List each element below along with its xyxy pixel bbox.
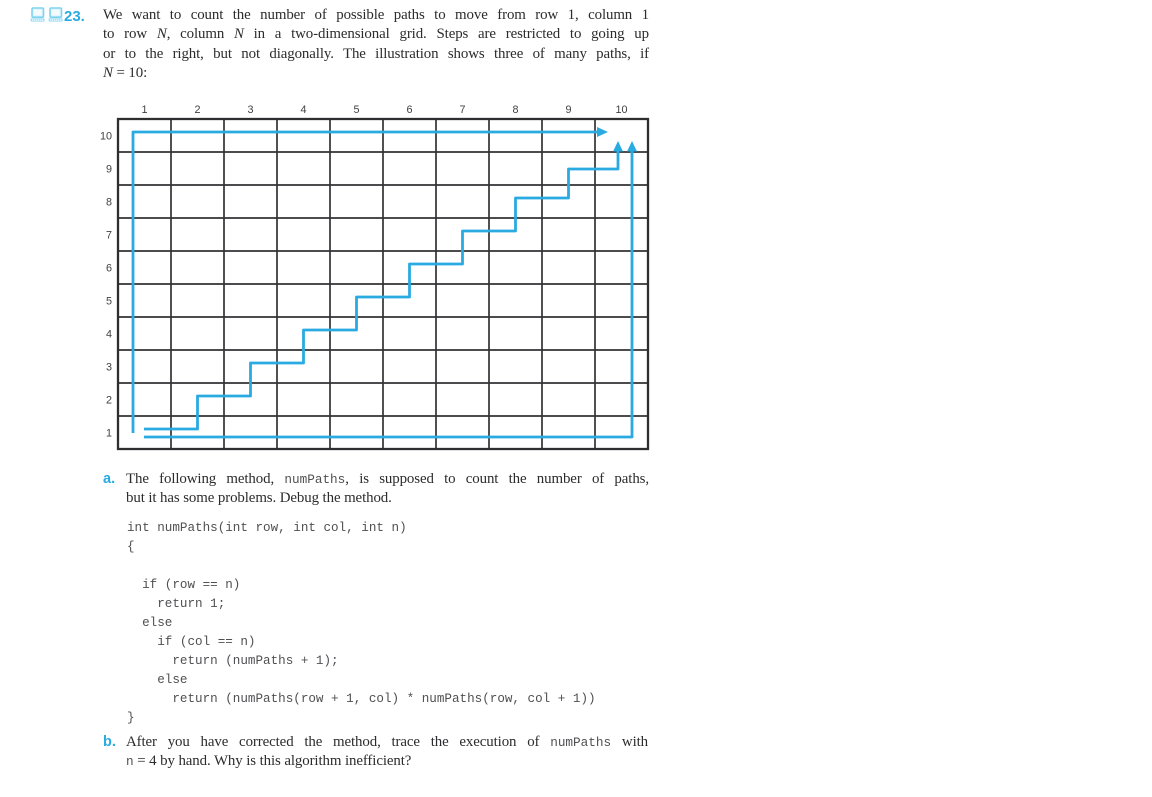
row-label: 6 bbox=[106, 263, 112, 275]
path-up-column1-then-right-row10 bbox=[131, 130, 600, 433]
row-label: 10 bbox=[100, 131, 112, 143]
row-label: 1 bbox=[106, 428, 112, 440]
col-label: 6 bbox=[406, 104, 412, 116]
inline-code-numpaths: numPaths bbox=[550, 735, 612, 750]
col-label: 10 bbox=[615, 104, 627, 116]
col-label: 5 bbox=[353, 104, 359, 116]
exercise-intro-paragraph: We want to count the number of possible … bbox=[103, 6, 649, 83]
intro-line-1: We want to count the number of possible … bbox=[103, 7, 649, 23]
row-label: 5 bbox=[106, 296, 112, 308]
computer-icon bbox=[47, 7, 64, 28]
computer-icon bbox=[29, 7, 46, 28]
row-label: 4 bbox=[106, 329, 112, 341]
arrowhead-right-icon bbox=[597, 127, 608, 137]
intro-line-2: to row N, column N in a two-dimensional … bbox=[103, 26, 649, 43]
exercise-number: 23. bbox=[64, 8, 85, 25]
part-b-label: b. bbox=[103, 734, 116, 750]
col-label: 7 bbox=[459, 104, 465, 116]
code-listing-numpaths: int numPaths(int row, int col, int n) { … bbox=[127, 521, 596, 725]
part-b-line-1: After you have corrected the method, tra… bbox=[126, 734, 648, 750]
col-label: 3 bbox=[247, 104, 253, 116]
grid-border bbox=[116, 117, 650, 451]
row-label: 8 bbox=[106, 197, 112, 209]
inline-code-n: n bbox=[126, 754, 134, 770]
path-right-row1-then-up-column10 bbox=[144, 150, 634, 439]
part-a-paragraph: The following method, numPaths, is suppo… bbox=[126, 470, 649, 509]
col-label: 8 bbox=[512, 104, 518, 116]
col-label: 1 bbox=[141, 104, 147, 116]
row-label: 3 bbox=[106, 362, 112, 374]
part-b-line-2: n = 4 by hand. Why is this algorithm ine… bbox=[126, 753, 412, 770]
part-a-line-1: The following method, numPaths, is suppo… bbox=[126, 471, 649, 487]
part-a-line-2: but it has some problems. Debug the meth… bbox=[126, 490, 392, 507]
row-label: 7 bbox=[106, 230, 112, 242]
intro-line-3: or to the right, but not diagonally. The… bbox=[103, 45, 649, 62]
intro-line-4: N = 10: bbox=[103, 64, 148, 81]
grid-paths-figure: 1 2 3 4 5 6 7 8 9 10 10 9 8 7 6 5 4 3 2 … bbox=[100, 104, 650, 451]
arrowhead-up-icon bbox=[613, 141, 623, 152]
col-label: 4 bbox=[300, 104, 306, 116]
col-label: 2 bbox=[194, 104, 200, 116]
part-b-paragraph: After you have corrected the method, tra… bbox=[126, 733, 648, 772]
grid-horizontal-lines bbox=[118, 151, 648, 417]
row-label: 9 bbox=[106, 164, 112, 176]
inline-code-numpaths: numPaths bbox=[284, 472, 346, 487]
arrowhead-up-icon bbox=[627, 141, 637, 152]
col-label: 9 bbox=[565, 104, 571, 116]
part-a-label: a. bbox=[103, 471, 116, 487]
path-diagonal-staircase bbox=[144, 150, 620, 431]
row-label: 2 bbox=[106, 395, 112, 407]
